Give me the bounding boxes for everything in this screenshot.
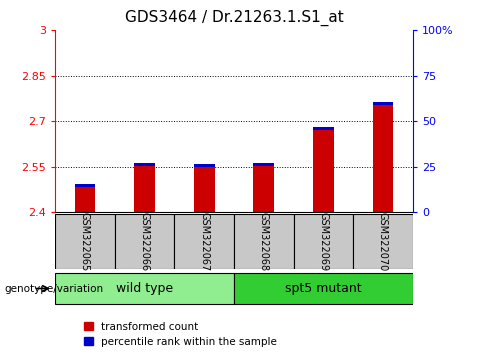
Bar bbox=[194, 164, 215, 167]
Text: GSM322069: GSM322069 bbox=[318, 212, 328, 271]
Bar bbox=[234, 273, 413, 304]
Text: GSM322068: GSM322068 bbox=[259, 212, 269, 271]
Bar bbox=[313, 127, 334, 212]
Bar bbox=[294, 214, 353, 269]
Bar bbox=[313, 127, 334, 130]
Bar bbox=[372, 102, 394, 105]
Bar bbox=[253, 163, 274, 166]
Text: GSM322070: GSM322070 bbox=[378, 212, 388, 271]
Text: wild type: wild type bbox=[116, 282, 173, 295]
Text: genotype/variation: genotype/variation bbox=[5, 284, 104, 293]
Bar bbox=[134, 163, 155, 212]
Bar bbox=[134, 163, 155, 166]
Text: GSM322067: GSM322067 bbox=[199, 212, 209, 271]
Bar bbox=[372, 102, 394, 212]
Bar bbox=[74, 184, 96, 187]
Legend: transformed count, percentile rank within the sample: transformed count, percentile rank withi… bbox=[84, 322, 277, 347]
Text: spt5 mutant: spt5 mutant bbox=[285, 282, 362, 295]
Bar bbox=[55, 273, 234, 304]
Title: GDS3464 / Dr.21263.1.S1_at: GDS3464 / Dr.21263.1.S1_at bbox=[125, 10, 343, 26]
Bar bbox=[234, 214, 294, 269]
Text: GSM322065: GSM322065 bbox=[80, 212, 90, 271]
Bar bbox=[55, 214, 115, 269]
Bar bbox=[74, 184, 96, 212]
Bar bbox=[115, 214, 174, 269]
Bar bbox=[174, 214, 234, 269]
Bar bbox=[253, 163, 274, 212]
Bar bbox=[194, 164, 215, 212]
Bar bbox=[353, 214, 413, 269]
Text: GSM322066: GSM322066 bbox=[140, 212, 150, 271]
